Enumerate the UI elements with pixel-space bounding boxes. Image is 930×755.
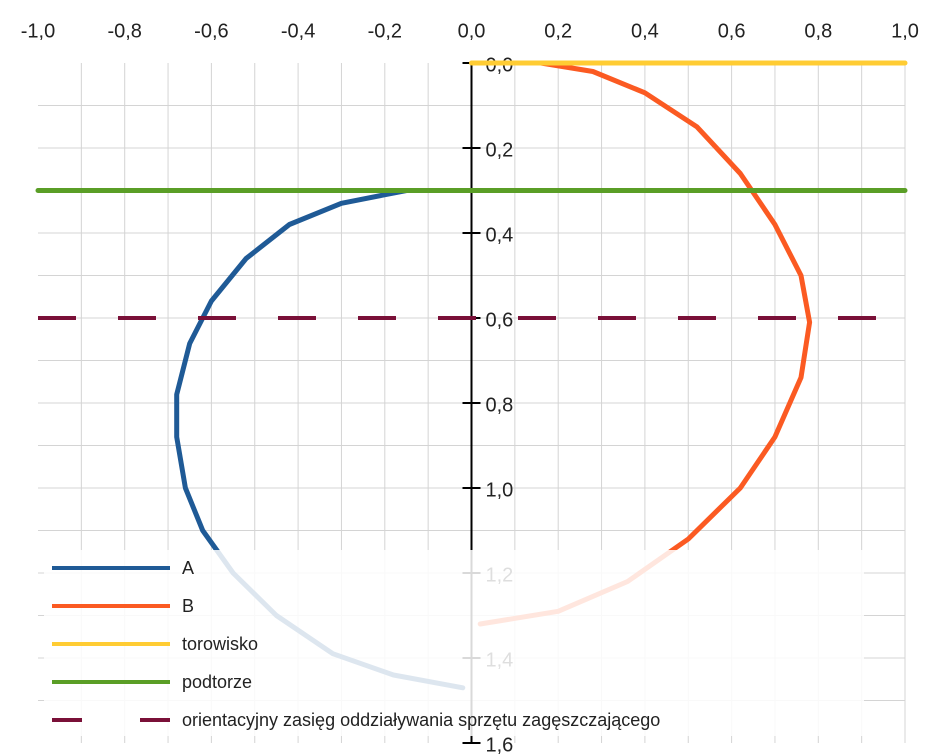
y-tick-label: 0,8 xyxy=(486,394,514,416)
legend-box xyxy=(44,550,864,736)
x-tick-label: -0,4 xyxy=(281,20,315,42)
legend-label: torowisko xyxy=(182,634,258,654)
x-tick-label: 0,8 xyxy=(804,20,832,42)
x-tick-label: -0,2 xyxy=(368,20,402,42)
legend-label: orientacyjny zasięg oddziaływania sprzęt… xyxy=(182,710,660,730)
legend-label: podtorze xyxy=(182,672,252,692)
y-tick-label: 0,4 xyxy=(486,224,514,246)
y-tick-label: 1,0 xyxy=(486,479,514,501)
x-tick-label: 1,0 xyxy=(891,20,919,42)
x-tick-label: -0,6 xyxy=(194,20,228,42)
legend-label: B xyxy=(182,596,194,616)
x-tick-label: 0,2 xyxy=(544,20,572,42)
x-tick-label: 0,0 xyxy=(458,20,486,42)
y-tick-label: 1,6 xyxy=(486,734,514,755)
x-tick-label: 0,4 xyxy=(631,20,659,42)
y-tick-label: 0,6 xyxy=(486,309,514,331)
x-tick-label: 0,6 xyxy=(718,20,746,42)
x-tick-label: -1,0 xyxy=(21,20,55,42)
x-tick-label: -0,8 xyxy=(107,20,141,42)
y-tick-label: 0,2 xyxy=(486,139,514,161)
legend-label: A xyxy=(182,558,194,578)
